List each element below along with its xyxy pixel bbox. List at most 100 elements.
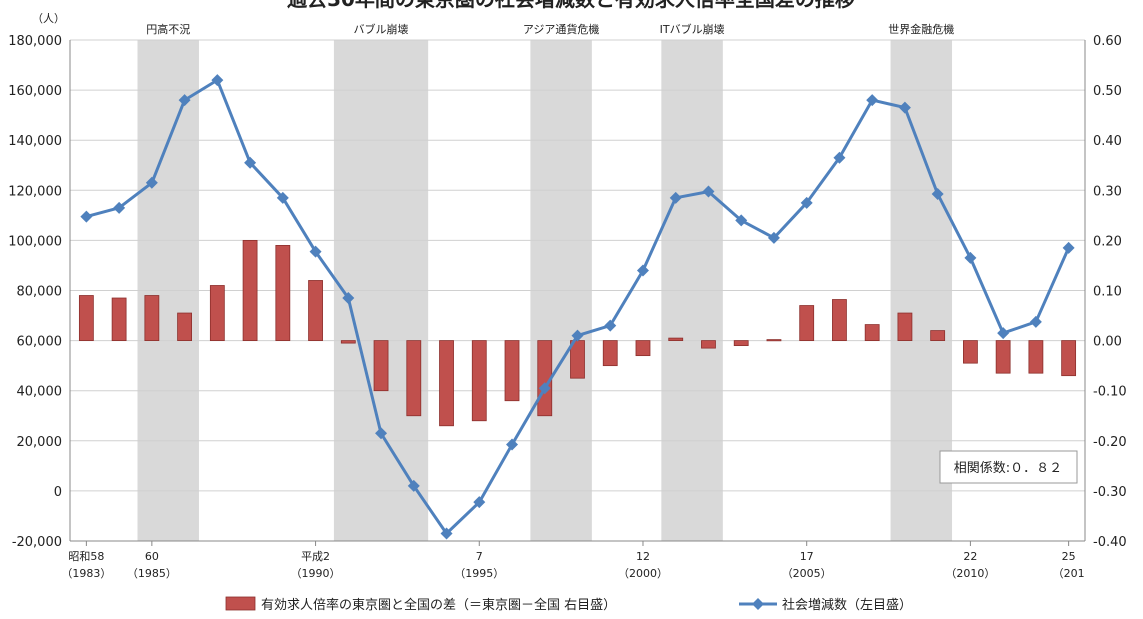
right-tick-label: 0.20: [1093, 234, 1122, 249]
right-tick-label: 0.30: [1093, 184, 1122, 199]
left-tick-label: -20,000: [12, 535, 62, 550]
bar: [930, 330, 946, 341]
correlation-annotation: 相関係数:０．８２: [939, 450, 1078, 484]
right-tick-label: 0.10: [1093, 285, 1122, 300]
data-point: [113, 201, 126, 214]
data-point: [178, 94, 191, 107]
left-tick-label: 60,000: [17, 335, 63, 350]
bar: [766, 339, 782, 342]
data-point: [604, 319, 617, 332]
bar: [864, 324, 880, 341]
x-tick-label: 17: [800, 550, 814, 563]
right-tick-label: -0.30: [1093, 485, 1127, 500]
left-axis-unit: （人）: [32, 12, 65, 25]
x-tick-label: 12: [636, 550, 650, 563]
bar: [1061, 340, 1077, 377]
period-label: アジア通貨危機: [523, 22, 600, 36]
data-point: [997, 327, 1010, 340]
legend: 有効求人倍率の東京圏と全国の差（＝東京圏－全国 右目盛） 社会増減数（左目盛）: [225, 596, 912, 613]
period-label: 世界金融危機: [888, 22, 954, 36]
bar: [471, 340, 487, 422]
x-tick-label: 7: [476, 550, 483, 563]
data-point: [342, 292, 355, 305]
left-tick-label: 180,000: [8, 34, 62, 49]
bar: [995, 340, 1011, 374]
legend-line-marker: [752, 598, 764, 610]
data-point: [898, 101, 911, 114]
period-label: 円高不況: [146, 22, 190, 36]
data-point: [866, 94, 879, 107]
legend-bar-label: 有効求人倍率の東京圏と全国の差（＝東京圏－全国 右目盛）: [261, 597, 616, 613]
x-tick-sublabel: （2010）: [945, 567, 995, 580]
x-axis-labels: 昭和58 （1983） 60 （1985） 平成2 （1990） 7 （1995） 12 （200…: [61, 541, 1085, 580]
data-point: [931, 188, 944, 201]
bar: [733, 340, 749, 347]
period-label: バブル崩壊: [354, 22, 409, 36]
bar: [701, 340, 716, 349]
data-point: [800, 196, 813, 209]
bar: [635, 340, 651, 357]
data-point: [538, 382, 551, 395]
grid-lines: [70, 39, 1085, 542]
x-tick-sublabel: （1983）: [61, 567, 111, 580]
x-tick-label: 平成2: [301, 550, 330, 563]
legend-bar-swatch: [225, 596, 256, 611]
x-tick-label: 60: [145, 550, 159, 563]
bar: [340, 340, 356, 344]
right-tick-label: 0.40: [1093, 134, 1122, 149]
data-point: [407, 479, 420, 492]
left-tick-label: 140,000: [8, 134, 62, 149]
right-tick-label: 0.50: [1093, 84, 1122, 99]
data-point: [833, 151, 846, 164]
chart-title: 過去30年間の東京圏の社会増減数と有効求人倍率全国差の推移: [287, 0, 855, 11]
bar: [144, 295, 160, 342]
right-tick-label: -0.20: [1093, 435, 1127, 450]
right-tick-label: 0.00: [1093, 335, 1122, 350]
bar: [78, 295, 94, 342]
period-label: ITバブル崩壊: [660, 22, 725, 36]
bar: [242, 239, 258, 341]
bar: [439, 340, 454, 427]
x-tick-sublabel: （2005）: [782, 567, 832, 580]
bar: [111, 297, 127, 342]
bar: [177, 312, 192, 342]
x-tick-label: 22: [963, 550, 977, 563]
data-point: [440, 527, 453, 540]
data-point: [767, 231, 780, 244]
left-tick-label: 20,000: [17, 435, 63, 450]
data-point: [309, 245, 322, 258]
x-tick-sublabel: （201: [1053, 567, 1085, 580]
data-point: [375, 427, 388, 440]
bar: [308, 280, 323, 342]
data-point: [571, 329, 584, 342]
line-series: [80, 74, 1075, 540]
bar: [832, 299, 847, 342]
data-point: [145, 176, 158, 189]
left-tick-label: 80,000: [17, 285, 63, 300]
left-axis-ticks: -20,000 0 20,000 40,000 60,000 80,000 100,000 1…: [8, 34, 62, 550]
data-point: [702, 185, 715, 198]
data-point: [244, 156, 257, 169]
bar: [668, 337, 684, 342]
data-point: [80, 210, 93, 223]
correlation-text: 相関係数:０．８２: [954, 461, 1062, 476]
right-tick-label: -0.10: [1093, 385, 1127, 400]
bar: [1028, 340, 1044, 374]
right-tick-label: 0.60: [1093, 34, 1122, 49]
data-point: [276, 191, 289, 204]
x-tick-label: 昭和58: [68, 550, 104, 563]
bar: [209, 285, 225, 341]
x-tick-sublabel: （1990）: [291, 567, 341, 580]
x-tick-sublabel: （1985）: [127, 567, 177, 580]
bar: [799, 305, 815, 341]
x-tick-label: 25: [1062, 550, 1076, 563]
right-tick-label: -0.40: [1093, 535, 1127, 550]
bar: [602, 340, 618, 367]
x-tick-sublabel: （1995）: [454, 567, 504, 580]
data-point: [636, 264, 649, 277]
bar-series: [78, 239, 1077, 427]
left-tick-label: 40,000: [17, 385, 63, 400]
left-tick-label: 160,000: [8, 84, 62, 99]
left-tick-label: 100,000: [8, 234, 62, 249]
